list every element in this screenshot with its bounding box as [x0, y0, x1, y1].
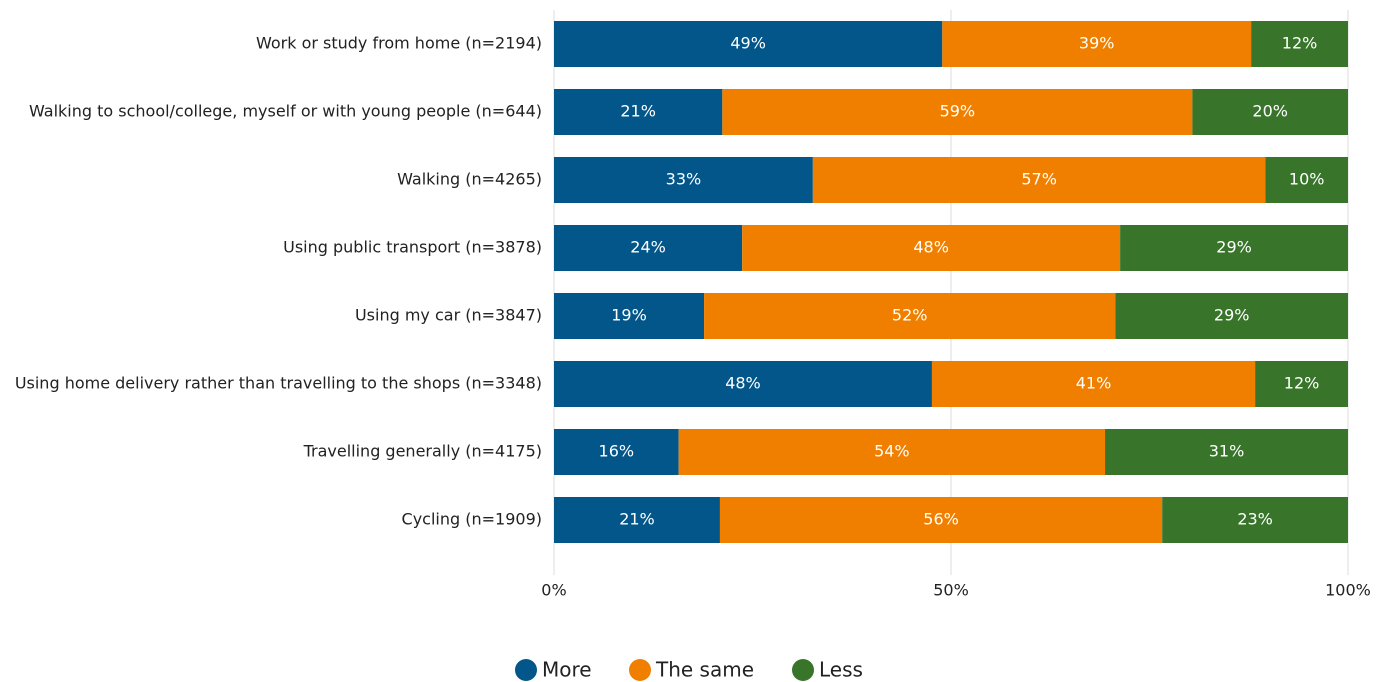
- legend-label: Less: [819, 658, 863, 682]
- category-label: Walking (n=4265): [397, 170, 542, 189]
- category-label: Using home delivery rather than travelli…: [15, 374, 542, 393]
- data-label: 39%: [1079, 34, 1115, 53]
- data-label: 24%: [630, 238, 666, 257]
- bar-segment: [1115, 293, 1348, 339]
- bar-segment: [554, 21, 943, 67]
- data-label: 31%: [1209, 442, 1245, 461]
- data-label: 12%: [1282, 34, 1318, 53]
- legend-label: More: [542, 658, 592, 682]
- data-label: 20%: [1252, 102, 1288, 121]
- bar-segment: [554, 157, 813, 203]
- bar-segment: [1192, 89, 1348, 135]
- bar-segment: [812, 157, 1266, 203]
- bar-segment: [554, 497, 720, 543]
- bar-segment: [719, 497, 1163, 543]
- data-label: 23%: [1237, 510, 1273, 529]
- data-label: 48%: [725, 374, 761, 393]
- bar-segment: [554, 89, 723, 135]
- x-tick-label: 0%: [541, 581, 566, 600]
- category-label: Using my car (n=3847): [355, 306, 542, 325]
- bar-segment: [1265, 157, 1348, 203]
- data-label: 54%: [874, 442, 910, 461]
- data-label: 19%: [611, 306, 647, 325]
- bar-segment: [1105, 429, 1348, 475]
- category-label: Travelling generally (n=4175): [303, 442, 542, 461]
- legend-swatch: [515, 659, 537, 681]
- bar-segment: [722, 89, 1193, 135]
- bar-segment: [678, 429, 1106, 475]
- bar-segment: [742, 225, 1121, 271]
- bar-segment: [931, 361, 1256, 407]
- category-label: Work or study from home (n=2194): [256, 34, 542, 53]
- legend-swatch: [792, 659, 814, 681]
- data-label: 21%: [619, 510, 655, 529]
- data-label: 49%: [730, 34, 766, 53]
- data-label: 48%: [913, 238, 949, 257]
- bar-segment: [704, 293, 1116, 339]
- data-label: 10%: [1289, 170, 1325, 189]
- category-label: Using public transport (n=3878): [283, 238, 542, 257]
- bar-segment: [942, 21, 1252, 67]
- data-label: 56%: [923, 510, 959, 529]
- bar-segment: [554, 293, 705, 339]
- data-label: 57%: [1021, 170, 1057, 189]
- bar-segment: [554, 225, 743, 271]
- bar-segment: [1251, 21, 1348, 67]
- legend-swatch: [629, 659, 651, 681]
- bar-segment: [554, 429, 679, 475]
- bar-segment: [1255, 361, 1348, 407]
- data-label: 21%: [620, 102, 656, 121]
- data-label: 12%: [1284, 374, 1320, 393]
- category-label: Cycling (n=1909): [402, 510, 542, 529]
- legend-label: The same: [655, 658, 754, 682]
- bar-segment: [1162, 497, 1348, 543]
- data-label: 29%: [1216, 238, 1252, 257]
- category-label: Walking to school/college, myself or wit…: [29, 102, 542, 121]
- data-label: 16%: [599, 442, 635, 461]
- data-label: 41%: [1076, 374, 1112, 393]
- data-label: 29%: [1214, 306, 1250, 325]
- data-label: 52%: [892, 306, 928, 325]
- data-label: 59%: [940, 102, 976, 121]
- bar-segment: [554, 361, 932, 407]
- bar-segment: [1120, 225, 1348, 271]
- data-label: 33%: [666, 170, 702, 189]
- x-tick-label: 100%: [1325, 581, 1371, 600]
- x-tick-label: 50%: [933, 581, 969, 600]
